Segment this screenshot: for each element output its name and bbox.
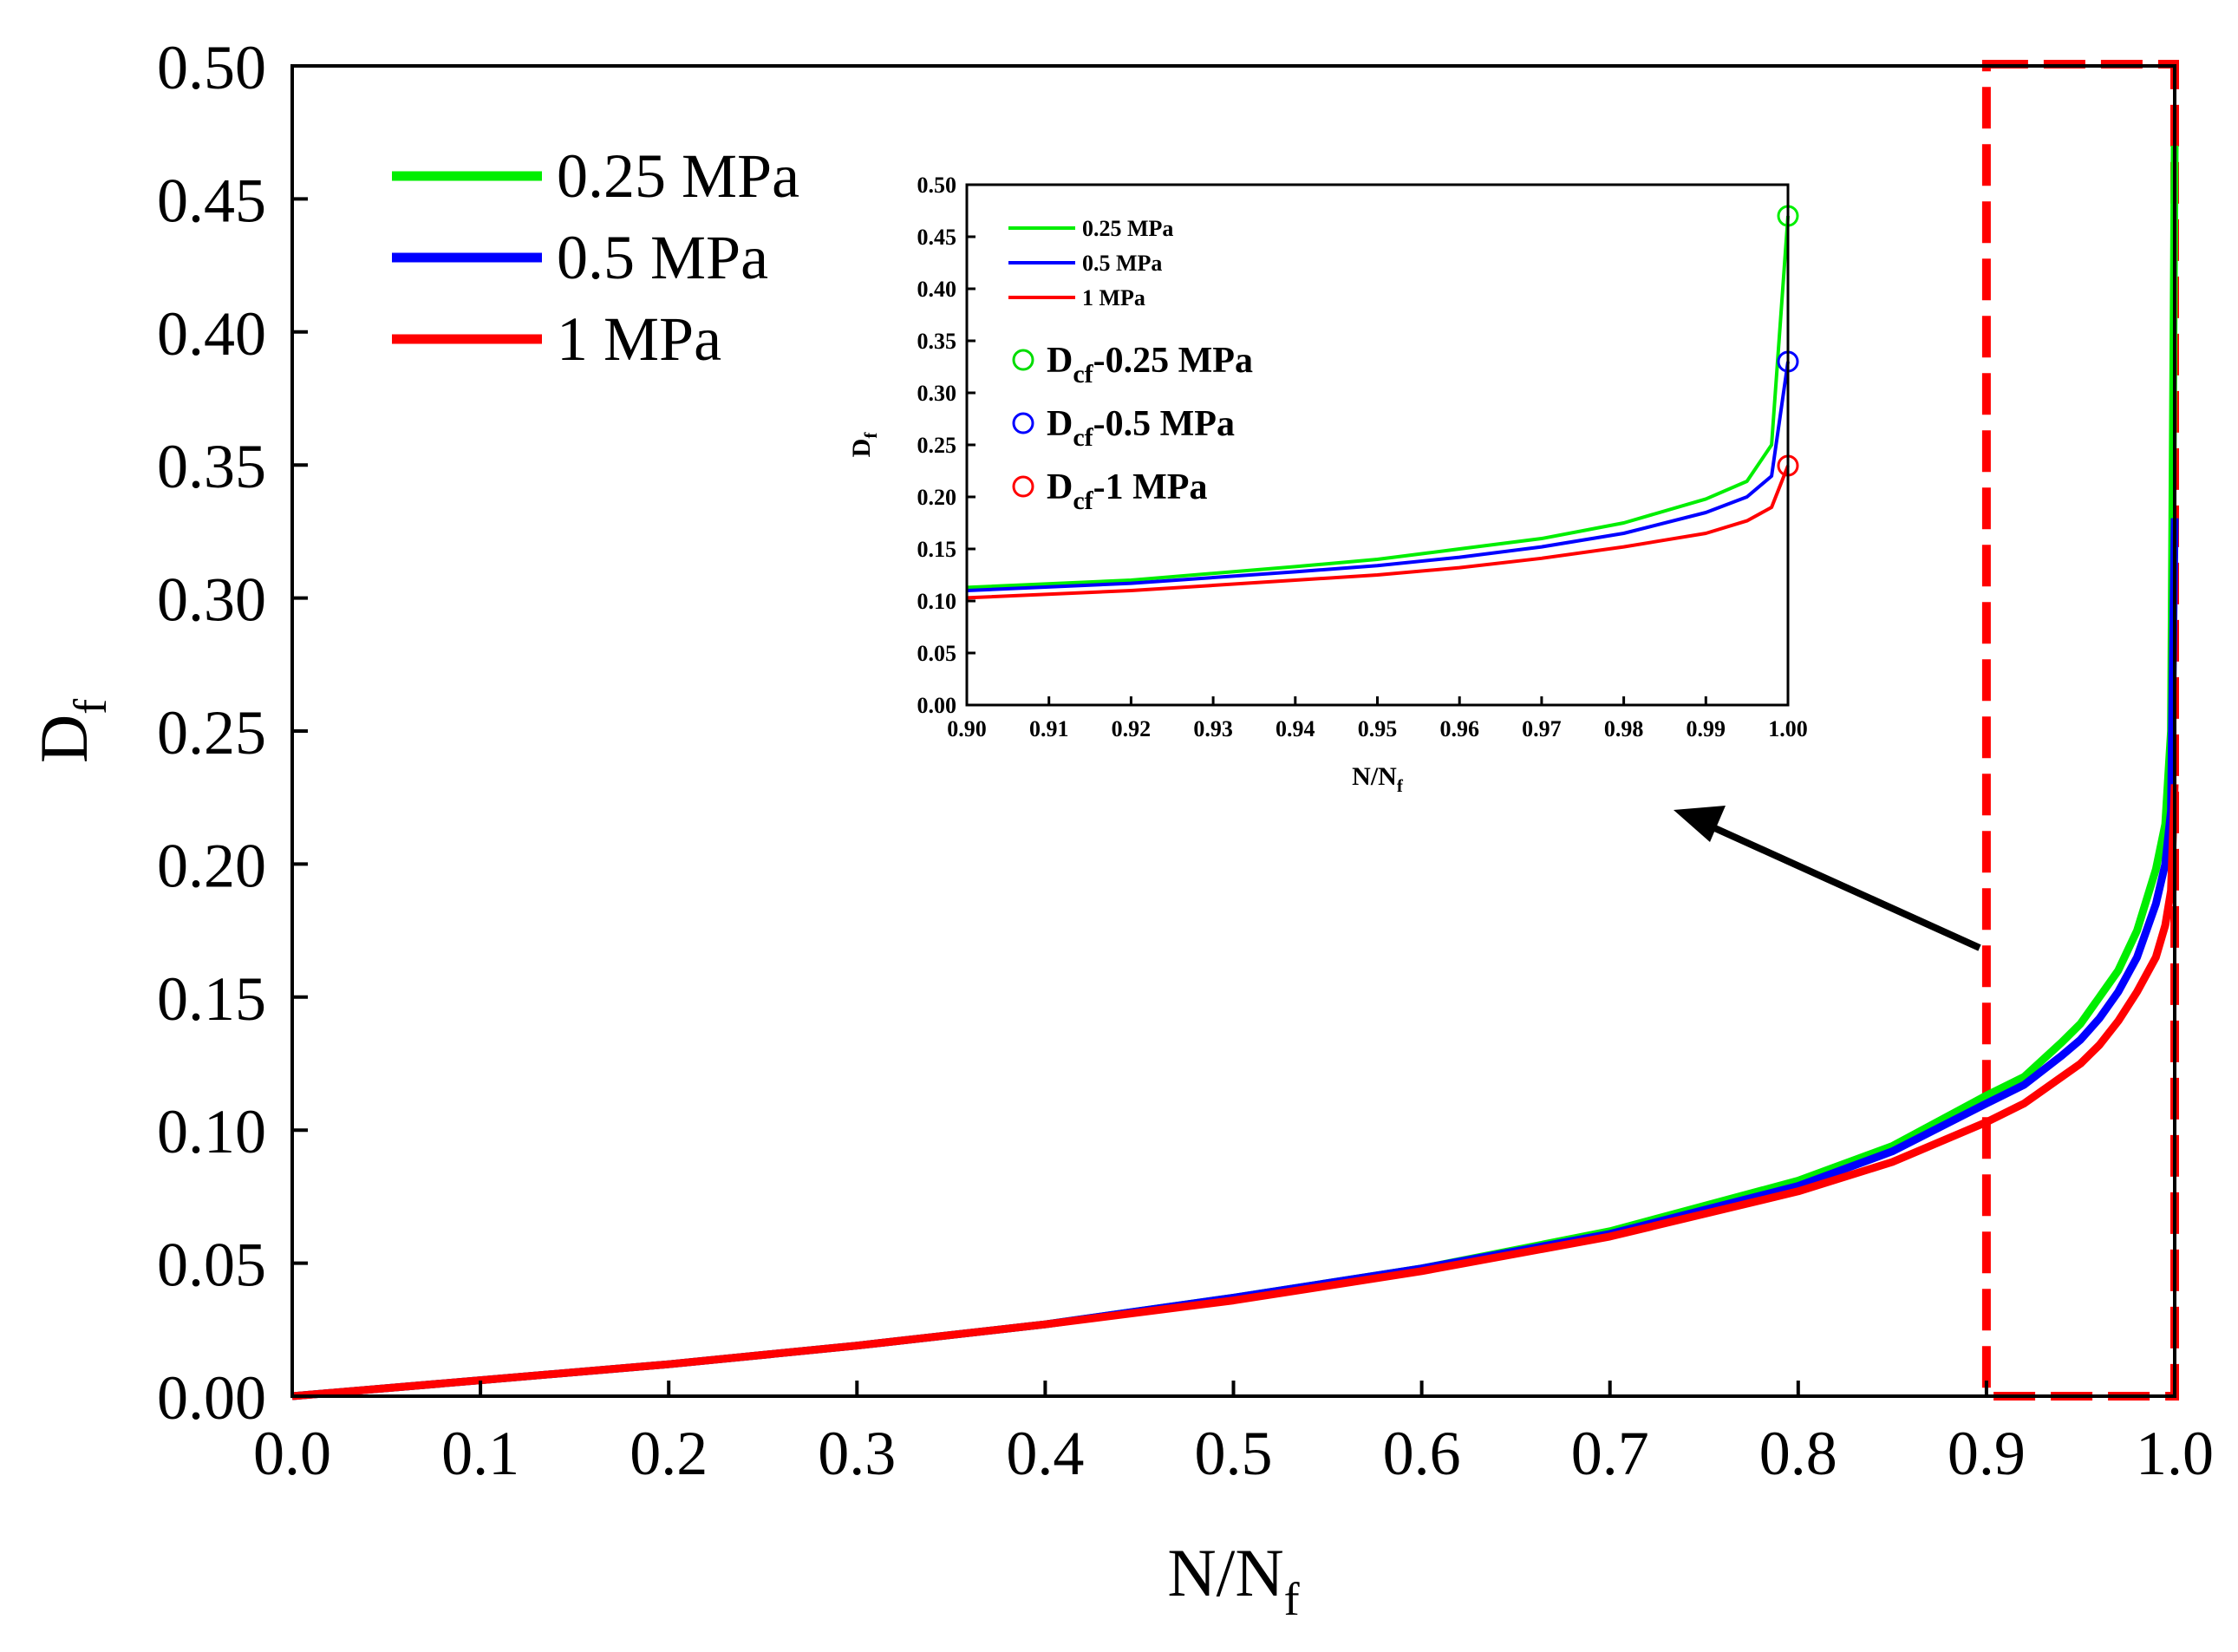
- inset-legend-label: 0.25 MPa: [1082, 216, 1173, 241]
- main-series-line-2: [291, 784, 2179, 1401]
- inset-marker-legend-symbol: [1012, 412, 1034, 434]
- main-x-tick-label: 0.4: [1006, 1419, 1084, 1488]
- inset-y-axis: 0.00 0.05 0.10 0.15 0.20 0.25 0.30 0.35 0.40 0.45…: [917, 173, 975, 718]
- main-x-tick-label: 0.0: [253, 1419, 331, 1488]
- main-y-tick-label: 0.30: [157, 565, 266, 635]
- inset-x-tick-label: 0.94: [1276, 716, 1315, 741]
- inset-marker-legend-label: Dcf-1 MPa: [1047, 467, 1207, 515]
- inset-x-tick-label: 0.99: [1687, 716, 1726, 741]
- main-y-tick-label: 0.25: [157, 698, 266, 767]
- inset-y-tick-label: 0.25: [917, 433, 957, 458]
- main-x-tick-label: 0.3: [818, 1419, 896, 1488]
- inset-y-tick-label: 0.45: [917, 225, 957, 250]
- inset-y-tick-label: 0.15: [917, 537, 957, 562]
- inset-y-tick-label: 0.00: [917, 693, 957, 718]
- inset-series-group: [966, 215, 1790, 600]
- marker-legend-suffix: -0.25 MPa: [1093, 341, 1253, 381]
- main-legend: 0.25 MPa 0.5 MPa 1 MPa: [392, 141, 799, 374]
- inset-x-tick-label: 0.95: [1358, 716, 1398, 741]
- inset-legend-label: 0.5 MPa: [1082, 251, 1162, 276]
- main-x-tick-label: 0.7: [1571, 1419, 1649, 1488]
- inset-legend: 0.25 MPa 0.5 MPa 1 MPa: [1008, 216, 1173, 310]
- main-ylabel-subscript: f: [64, 699, 116, 715]
- inset-y-tick-label: 0.40: [917, 277, 957, 302]
- zoom-arrow-head: [1674, 806, 1726, 842]
- inset-x-tick-label: 0.96: [1439, 716, 1479, 741]
- main-y-tick-label: 0.40: [157, 299, 266, 369]
- zoom-arrow-shaft: [1698, 818, 1981, 951]
- inset-y-tick-label: 0.20: [917, 485, 957, 510]
- inset-plot: 0.00 0.05 0.10 0.15 0.20 0.25 0.30 0.35 0.40 0.45…: [847, 173, 1808, 796]
- marker-legend-prefix: D: [1047, 341, 1073, 381]
- main-x-tick-label: 0.2: [630, 1419, 708, 1488]
- inset-ylabel-subscript: f: [860, 432, 881, 439]
- inset-marker-legend-label: Dcf-0.25 MPa: [1047, 341, 1253, 389]
- main-xlabel-subscript: f: [1284, 1573, 1300, 1625]
- zoom-arrow: [1674, 806, 1981, 951]
- inset-marker-legend-symbol: [1012, 349, 1034, 371]
- main-x-tick-label: 0.8: [1759, 1419, 1837, 1488]
- marker-legend-subscript: cf: [1073, 423, 1093, 452]
- main-x-tick-label: 0.9: [1948, 1419, 2026, 1488]
- inset-x-tick-label: 0.98: [1604, 716, 1644, 741]
- main-legend-label: 0.5 MPa: [557, 223, 768, 292]
- main-ylabel-text: D: [26, 715, 101, 763]
- inset-x-tick-label: 0.93: [1193, 716, 1233, 741]
- main-x-tick-label: 1.0: [2136, 1419, 2214, 1488]
- main-x-tick-label: 0.5: [1195, 1419, 1273, 1488]
- main-y-tick-label: 0.15: [157, 964, 266, 1034]
- main-y-axis: 0.00 0.05 0.10 0.15 0.20 0.25 0.30 0.35 0.40 0.45…: [157, 33, 308, 1433]
- inset-legend-label: 1 MPa: [1082, 285, 1145, 310]
- inset-x-tick-label: 0.91: [1029, 716, 1069, 741]
- inset-x-tick-label: 1.00: [1768, 716, 1808, 741]
- inset-y-tick-label: 0.30: [917, 381, 957, 406]
- main-x-axis-title: N/Nf: [1167, 1535, 1299, 1625]
- main-xlabel-text: N/N: [1167, 1535, 1283, 1610]
- marker-legend-prefix: D: [1047, 467, 1073, 507]
- marker-legend-prefix: D: [1047, 404, 1073, 444]
- inset-series-line-0: [966, 215, 1790, 590]
- main-x-tick-label: 0.1: [441, 1419, 519, 1488]
- inset-series-line-2: [966, 465, 1790, 600]
- main-y-tick-label: 0.45: [157, 166, 266, 235]
- inset-x-tick-label: 0.97: [1522, 716, 1562, 741]
- inset-x-tick-label: 0.92: [1112, 716, 1152, 741]
- inset-y-axis-title: Df: [847, 432, 881, 458]
- marker-legend-subscript: cf: [1073, 360, 1093, 389]
- inset-xlabel-subscript: f: [1397, 775, 1404, 796]
- main-x-axis: 0.0 0.1 0.2 0.3 0.4 0.5 0.6 0.7 0.8 0.9 1.0: [253, 1381, 2214, 1488]
- inset-background: [967, 185, 1788, 705]
- inset-y-tick-label: 0.35: [917, 329, 957, 354]
- main-y-tick-label: 0.00: [157, 1363, 266, 1433]
- inset-series-line-1: [966, 361, 1790, 592]
- main-y-tick-label: 0.05: [157, 1231, 266, 1300]
- main-series-group: [291, 145, 2179, 1401]
- marker-legend-suffix: -1 MPa: [1093, 467, 1208, 507]
- main-y-tick-label: 0.50: [157, 33, 266, 102]
- inset-x-axis: 0.90 0.91 0.92 0.93 0.94 0.95 0.96 0.97 0.98 0.99…: [947, 696, 1808, 741]
- main-legend-label: 0.25 MPa: [557, 141, 799, 211]
- inset-xlabel-text: N/N: [1352, 762, 1397, 791]
- inset-marker-legend-symbol: [1012, 475, 1034, 498]
- inset-x-axis-title: N/Nf: [1352, 762, 1404, 796]
- inset-y-tick-label: 0.10: [917, 589, 957, 614]
- inset-ylabel-text: D: [847, 439, 876, 458]
- inset-y-tick-label: 0.50: [917, 173, 957, 198]
- main-x-tick-label: 0.6: [1383, 1419, 1461, 1488]
- marker-legend-suffix: -0.5 MPa: [1093, 404, 1235, 444]
- main-y-tick-label: 0.20: [157, 831, 266, 900]
- inset-y-tick-label: 0.05: [917, 641, 957, 666]
- inset-marker-legend-label: Dcf-0.5 MPa: [1047, 404, 1235, 452]
- main-y-tick-label: 0.35: [157, 432, 266, 501]
- main-y-tick-label: 0.10: [157, 1097, 266, 1166]
- main-y-axis-title: Df: [26, 699, 116, 763]
- main-legend-label: 1 MPa: [557, 304, 721, 374]
- marker-legend-subscript: cf: [1073, 486, 1093, 515]
- inset-x-tick-label: 0.90: [947, 716, 987, 741]
